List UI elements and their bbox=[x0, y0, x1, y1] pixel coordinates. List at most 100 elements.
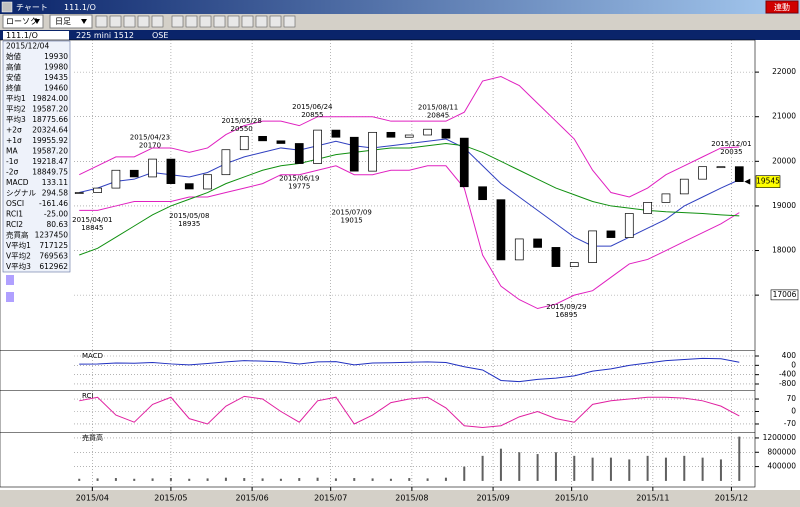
right-axis-bg bbox=[756, 391, 800, 432]
volume-bar bbox=[609, 457, 612, 481]
volume-bar bbox=[371, 478, 374, 481]
info-label: -2σ bbox=[6, 168, 18, 177]
candle bbox=[74, 192, 84, 194]
tool-icon[interactable] bbox=[171, 15, 184, 28]
annotation-value: 18845 bbox=[81, 224, 103, 232]
info-value: 19587.20 bbox=[32, 147, 68, 156]
x-tick-label: 2015/10 bbox=[555, 494, 588, 503]
info-value: 19980 bbox=[44, 63, 68, 72]
overlay-line bbox=[79, 165, 740, 310]
annotation-value: 20845 bbox=[427, 112, 449, 120]
info-label: 安値 bbox=[6, 72, 21, 82]
y-tick-label: -70 bbox=[784, 419, 796, 428]
indicator-line bbox=[79, 357, 740, 383]
y-tick-label: 0 bbox=[791, 360, 796, 369]
tool-icon[interactable] bbox=[241, 15, 254, 28]
info-date: 2015/12/04 bbox=[6, 42, 49, 51]
sync-button[interactable] bbox=[765, 0, 799, 14]
info-label: 平均1 bbox=[6, 93, 26, 103]
info-label: RCI2 bbox=[6, 220, 23, 229]
symbol-input[interactable] bbox=[3, 31, 69, 40]
right-axis-bg bbox=[756, 40, 800, 350]
annotation-date: 2015/05/28 bbox=[221, 117, 261, 125]
tool-icon[interactable] bbox=[95, 15, 108, 28]
info-label: -1σ bbox=[6, 157, 18, 166]
volume-bar bbox=[261, 478, 264, 481]
volume-bar bbox=[243, 478, 246, 481]
overlay-line bbox=[79, 76, 740, 198]
info-label: MACD bbox=[6, 178, 29, 187]
volume-bar bbox=[738, 436, 741, 481]
x-tick-label: 2015/12 bbox=[715, 494, 748, 503]
period-select[interactable] bbox=[49, 14, 93, 29]
tool-icon[interactable] bbox=[151, 15, 164, 28]
info-value: 80.63 bbox=[47, 220, 69, 229]
volume-bar bbox=[316, 477, 319, 481]
tool-icon[interactable] bbox=[283, 15, 296, 28]
tool-icon[interactable] bbox=[109, 15, 122, 28]
chart-kind-select[interactable] bbox=[2, 14, 44, 29]
volume-bar bbox=[334, 478, 337, 481]
candle bbox=[239, 135, 249, 151]
price-pointer bbox=[744, 178, 751, 185]
y-tick-label: 0 bbox=[791, 407, 796, 416]
info-value: 19435 bbox=[44, 73, 68, 82]
info-label: +2σ bbox=[6, 126, 22, 135]
x-tick-label: 2015/05 bbox=[154, 494, 187, 503]
info-value: -25.00 bbox=[44, 210, 68, 219]
tool-icon[interactable] bbox=[255, 15, 268, 28]
info-label: 終値 bbox=[6, 83, 21, 93]
candle bbox=[478, 186, 487, 201]
volume-bar bbox=[536, 454, 539, 481]
volume-bar bbox=[499, 448, 502, 481]
candle bbox=[331, 129, 341, 138]
plot-frame bbox=[0, 39, 756, 488]
info-value: 133.11 bbox=[42, 178, 68, 187]
panel-title: 売買高 bbox=[82, 433, 103, 442]
volume-bar bbox=[518, 452, 521, 481]
candle bbox=[111, 169, 121, 189]
info-value: 294.58 bbox=[42, 189, 68, 198]
info-label: 始値 bbox=[6, 51, 21, 61]
tool-icon[interactable] bbox=[227, 15, 240, 28]
candle bbox=[661, 193, 671, 203]
volume-bar bbox=[78, 478, 81, 481]
indicator-line bbox=[79, 395, 740, 429]
volume-bar bbox=[279, 478, 282, 481]
annotation-value: 20170 bbox=[139, 142, 161, 150]
candle bbox=[148, 158, 157, 178]
candle bbox=[459, 137, 469, 188]
candle bbox=[294, 143, 304, 164]
volume-bar bbox=[206, 478, 209, 481]
tool-icon[interactable] bbox=[199, 15, 212, 28]
tool-icon[interactable] bbox=[213, 15, 226, 28]
window-symbol: 111.1/O bbox=[64, 3, 96, 12]
volume-bar bbox=[573, 455, 576, 481]
candle bbox=[166, 158, 176, 184]
info-label: MA bbox=[6, 147, 18, 156]
candle bbox=[276, 140, 286, 144]
candle bbox=[643, 202, 652, 214]
symbol-contract: 225 mini 1512 bbox=[76, 31, 134, 40]
annotation-date: 2015/06/19 bbox=[279, 174, 319, 182]
info-label: シグナル bbox=[6, 188, 36, 198]
candle bbox=[93, 187, 102, 193]
x-tick-label: 2015/06 bbox=[235, 494, 268, 503]
volume-bar bbox=[683, 455, 686, 481]
candle bbox=[679, 178, 689, 195]
tool-icon[interactable] bbox=[123, 15, 136, 28]
overlay-line bbox=[79, 142, 740, 256]
y-tick-label: 22000 bbox=[772, 67, 796, 76]
info-label: 平均3 bbox=[6, 114, 26, 124]
tool-icon[interactable] bbox=[137, 15, 150, 28]
info-value: 19460 bbox=[44, 84, 68, 93]
info-label: 売買高 bbox=[6, 230, 29, 240]
y-tick-label: 19000 bbox=[772, 201, 796, 210]
toolbar-icons bbox=[95, 15, 296, 28]
volume-bar bbox=[554, 452, 557, 481]
annotation-date: 2015/09/29 bbox=[546, 303, 586, 311]
tool-icon[interactable] bbox=[269, 15, 282, 28]
tool-icon[interactable] bbox=[185, 15, 198, 28]
dropdown-arrow bbox=[34, 19, 40, 24]
